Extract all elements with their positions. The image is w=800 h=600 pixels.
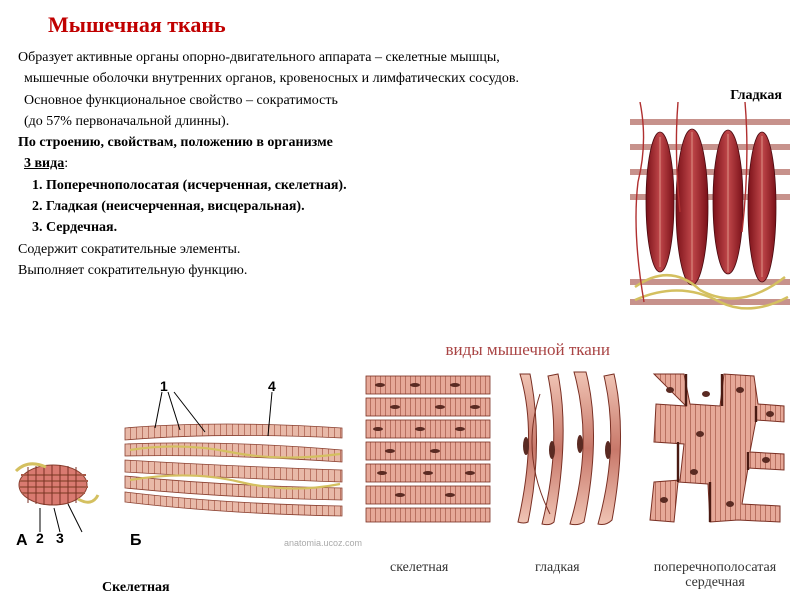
para: Образует активные органы опорно-двигател… [18,48,600,68]
marker-1: 1 [160,378,168,394]
illustration-smooth-muscle [630,102,790,312]
marker-4: 4 [268,378,276,394]
page-title: Мышечная ткань [0,0,800,38]
marker-2: 2 [36,530,44,546]
lower-title: виды мышечной ткани [445,340,610,360]
para: Выполняет сократительную функцию. [18,261,600,281]
para: 3 вида: [18,154,600,174]
list-item: 2. Гладкая (неисчерченная, висцеральная)… [18,197,600,217]
type-label-smooth: гладкая [535,560,580,576]
marker-A: А [16,532,28,550]
marker-3a: 3 [56,530,64,546]
marker-B: Б [130,532,142,550]
type-label-cardiac: поперечнополосатая сердечная [640,560,790,591]
para: (до 57% первоначальной длинны). [18,112,600,132]
body-text: Образует активные органы опорно-двигател… [0,38,600,281]
watermark: anatomia.ucoz.com [284,538,362,548]
type-label-skeletal: скелетная [390,560,448,576]
illustration-tissue-types: скелетная гладкая поперечнополосатая сер… [360,364,790,564]
list-item: 3. Сердечная. [18,218,600,238]
para: Содержит сократительные элементы. [18,240,600,260]
list-item: 1. Поперечнополосатая (исчерченная, скел… [18,176,600,196]
illustration-skeletal-detail: 1 4 2 3 А Б anatomia.ucoz.com [10,370,350,560]
subheading: По строению, свойствам, положению в орга… [18,133,600,153]
lower-illustrations: виды мышечной ткани [0,340,800,600]
para: Основное функциональное свойство – сокра… [18,91,600,111]
para: мышечные оболочки внутренних органов, кр… [18,69,600,89]
